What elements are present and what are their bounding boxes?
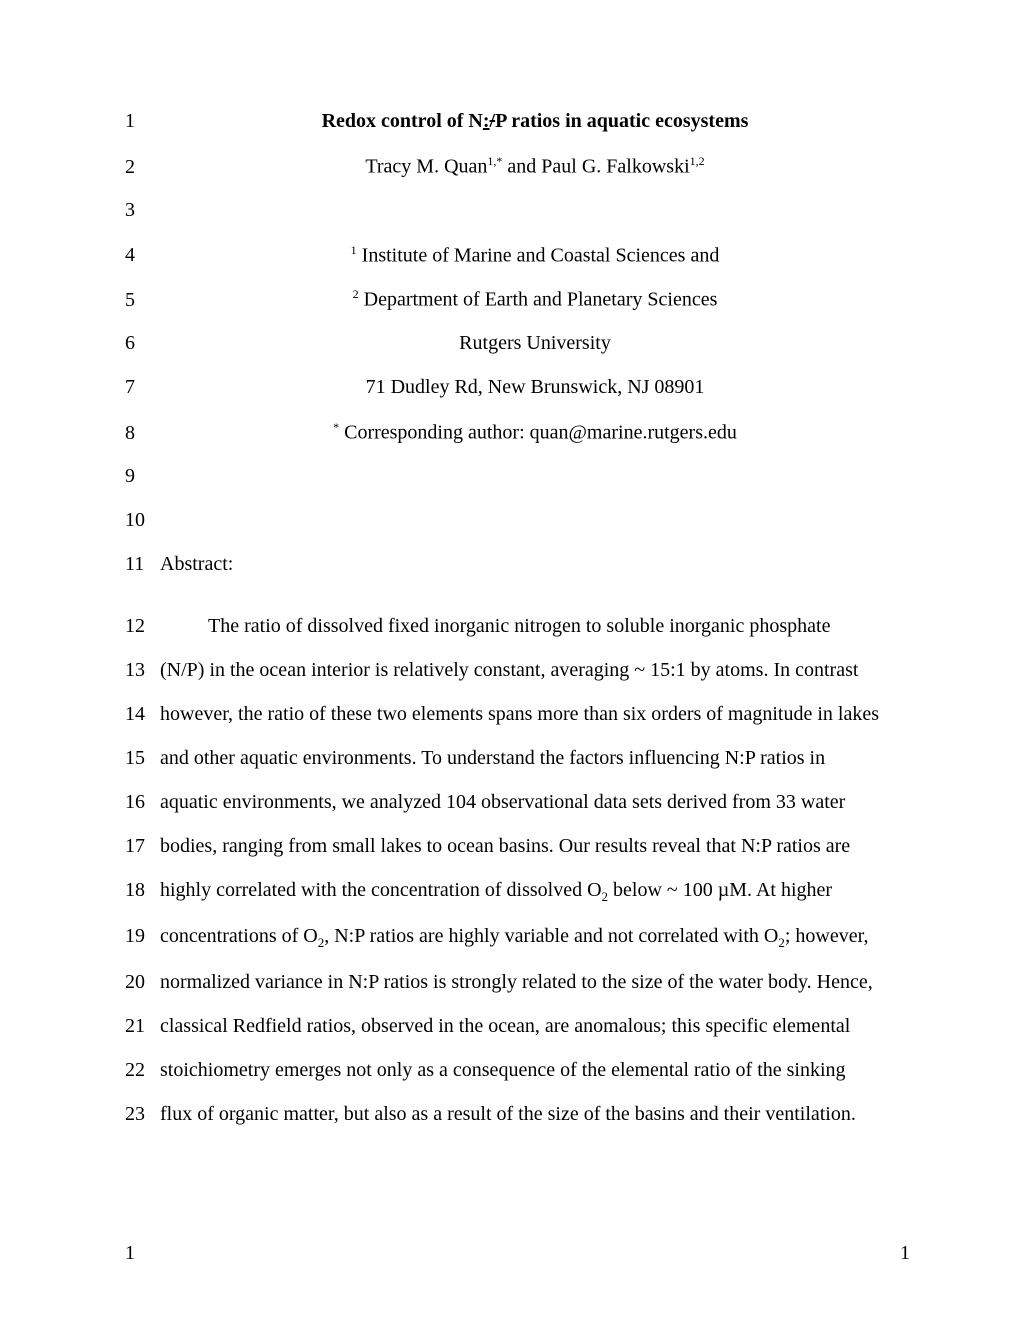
line-2: 2 Tracy M. Quan1,* and Paul G. Falkowski…: [125, 154, 910, 179]
line-13: 13 (N/P) in the ocean interior is relati…: [125, 659, 910, 683]
affiliation: 2 Department of Earth and Planetary Scie…: [160, 287, 910, 312]
body-text: and other aquatic environments. To under…: [160, 747, 910, 770]
abstract-heading: Abstract:: [160, 553, 910, 576]
corr-text: Corresponding author: quan@marine.rutger…: [339, 422, 737, 444]
line-17: 17 bodies, ranging from small lakes to o…: [125, 835, 910, 859]
line-8: 8 * Corresponding author: quan@marine.ru…: [125, 420, 910, 445]
line-number: 20: [125, 971, 160, 994]
author-name: Paul G. Falkowski: [541, 156, 689, 178]
text: ; however,: [785, 925, 869, 947]
line-1: 1 Redox control of N:/P ratios in aquati…: [125, 110, 910, 134]
text: highly correlated with the concentration…: [160, 879, 602, 901]
line-number: 3: [125, 199, 160, 222]
author-sup: 1,2: [690, 154, 705, 168]
line-number: 19: [125, 925, 160, 948]
author-name: Tracy M. Quan: [365, 156, 487, 178]
line-23: 23 flux of organic matter, but also as a…: [125, 1103, 910, 1127]
line-3: 3: [125, 199, 910, 223]
line-number: 14: [125, 703, 160, 726]
line-4: 4 1 Institute of Marine and Coastal Scie…: [125, 243, 910, 268]
line-number: 6: [125, 332, 160, 355]
line-19: 19 concentrations of O2, N:P ratios are …: [125, 925, 910, 951]
authors: Tracy M. Quan1,* and Paul G. Falkowski1,…: [160, 154, 910, 179]
line-22: 22 stoichiometry emerges not only as a c…: [125, 1059, 910, 1083]
line-number: 5: [125, 289, 160, 312]
line-number: 13: [125, 659, 160, 682]
address: 71 Dudley Rd, New Brunswick, NJ 08901: [160, 376, 910, 399]
line-7: 7 71 Dudley Rd, New Brunswick, NJ 08901: [125, 376, 910, 400]
line-number: 7: [125, 376, 160, 399]
manuscript-page: 1 Redox control of N:/P ratios in aquati…: [125, 110, 910, 1127]
line-number: 15: [125, 747, 160, 770]
line-15: 15 and other aquatic environments. To un…: [125, 747, 910, 771]
edit-insert: :: [483, 110, 490, 132]
line-number: 11: [125, 553, 160, 576]
text: and: [502, 156, 541, 178]
body-text: aquatic environments, we analyzed 104 ob…: [160, 791, 910, 814]
affiliation: 1 Institute of Marine and Coastal Scienc…: [160, 243, 910, 268]
line-11: 11 Abstract:: [125, 553, 910, 577]
body-text: however, the ratio of these two elements…: [160, 703, 910, 726]
title-text: Redox control of N: [322, 110, 483, 132]
line-10: 10: [125, 509, 910, 533]
paper-title: Redox control of N:/P ratios in aquatic …: [160, 110, 910, 133]
line-18: 18 highly correlated with the concentrat…: [125, 879, 910, 905]
body-text: bodies, ranging from small lakes to ocea…: [160, 835, 910, 858]
line-number: 8: [125, 422, 160, 445]
affil-text: Department of Earth and Planetary Scienc…: [359, 289, 718, 311]
line-number: 10: [125, 509, 160, 532]
line-number: 12: [125, 615, 160, 638]
line-20: 20 normalized variance in N:P ratios is …: [125, 971, 910, 995]
line-12: 12 The ratio of dissolved fixed inorgani…: [125, 615, 910, 639]
line-number: 21: [125, 1015, 160, 1038]
affil-text: Institute of Marine and Coastal Sciences…: [357, 244, 720, 266]
body-text: concentrations of O2, N:P ratios are hig…: [160, 925, 910, 951]
footer-right: 1: [900, 1242, 910, 1265]
line-number: 9: [125, 465, 160, 488]
line-14: 14 however, the ratio of these two eleme…: [125, 703, 910, 727]
author-sup: 1,*: [487, 154, 502, 168]
body-text: normalized variance in N:P ratios is str…: [160, 971, 910, 994]
line-number: 1: [125, 110, 160, 133]
line-number: 17: [125, 835, 160, 858]
text: below ~ 100 µM. At higher: [608, 879, 832, 901]
title-text: P ratios in aquatic ecosystems: [495, 110, 748, 132]
line-number: 4: [125, 244, 160, 267]
line-16: 16 aquatic environments, we analyzed 104…: [125, 791, 910, 815]
line-6: 6 Rutgers University: [125, 332, 910, 356]
body-text: The ratio of dissolved fixed inorganic n…: [160, 615, 910, 638]
line-number: 22: [125, 1059, 160, 1082]
body-text: classical Redfield ratios, observed in t…: [160, 1015, 910, 1038]
body-text: stoichiometry emerges not only as a cons…: [160, 1059, 910, 1082]
university: Rutgers University: [160, 332, 910, 355]
corresponding: * Corresponding author: quan@marine.rutg…: [160, 420, 910, 445]
line-number: 18: [125, 879, 160, 902]
line-number: 23: [125, 1103, 160, 1126]
body-text: highly correlated with the concentration…: [160, 879, 910, 905]
body-text: flux of organic matter, but also as a re…: [160, 1103, 910, 1126]
line-21: 21 classical Redfield ratios, observed i…: [125, 1015, 910, 1039]
text: , N:P ratios are highly variable and not…: [324, 925, 778, 947]
line-number: 2: [125, 156, 160, 179]
footer-left: 1: [125, 1242, 135, 1265]
body-text: (N/P) in the ocean interior is relativel…: [160, 659, 910, 682]
line-9: 9: [125, 465, 910, 489]
line-number: 16: [125, 791, 160, 814]
line-5: 5 2 Department of Earth and Planetary Sc…: [125, 287, 910, 312]
text: concentrations of O: [160, 925, 318, 947]
page-footer: 1 1: [125, 1242, 910, 1265]
